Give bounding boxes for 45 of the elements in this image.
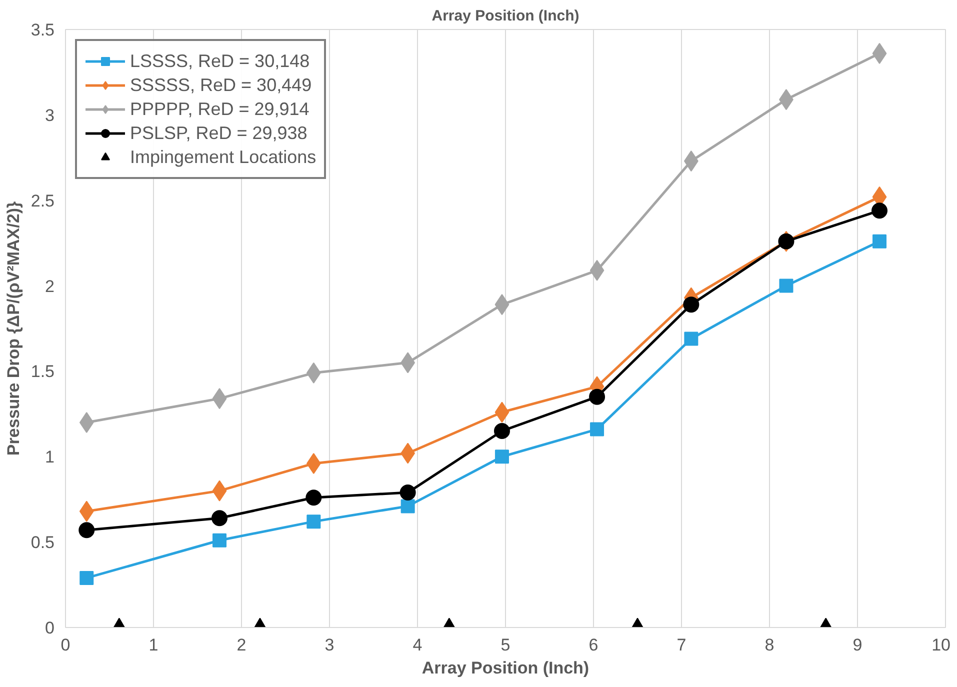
point [779, 278, 794, 293]
x-tick-label: 4 [412, 636, 422, 654]
chart-title: Array Position (Inch) [432, 8, 580, 24]
x-tick-label: 10 [932, 636, 951, 654]
point [590, 422, 604, 436]
x-tick-label: 6 [588, 636, 598, 654]
x-tick-label: 2 [236, 636, 246, 654]
y-tick-label: 3 [45, 106, 55, 125]
point [400, 484, 416, 501]
y-tick-label: 1 [45, 448, 55, 467]
legend-label: PPPPP, ReD = 29,914 [130, 98, 310, 120]
y-tick-label: 2.5 [30, 191, 55, 210]
point [78, 522, 95, 538]
legend-label: LSSSS, ReD = 30,148 [130, 50, 310, 72]
x-tick-label: 1 [148, 636, 158, 654]
point [684, 332, 698, 346]
y-tick-label: 2 [45, 276, 55, 296]
point [589, 388, 606, 405]
x-tick-label: 3 [324, 636, 334, 654]
y-tick-label: 0 [45, 618, 55, 638]
point [306, 514, 321, 529]
x-tick-label: 8 [764, 636, 774, 654]
y-tick-label: 3.5 [30, 20, 55, 40]
x-tick-label: 0 [60, 636, 70, 654]
point [212, 533, 226, 548]
x-tick-label: 9 [852, 636, 862, 654]
point [494, 450, 509, 464]
point [306, 490, 322, 506]
y-tick-label: 0.5 [30, 533, 55, 552]
legend-label: Impingement Locations [130, 146, 316, 169]
point [400, 499, 415, 514]
point [494, 423, 510, 439]
point [872, 234, 886, 248]
x-tick-label: 7 [676, 636, 686, 654]
y-tick-label: 1.5 [30, 362, 55, 382]
y-axis-title: Pressure Drop {ΔP/(ρV²MAX/2)} [4, 201, 23, 456]
x-tick-label: 5 [500, 636, 510, 654]
point [778, 233, 794, 250]
point [212, 510, 228, 526]
x-axis-title: Array Position (Inch) [422, 658, 590, 678]
point [872, 202, 888, 219]
legend-label: SSSSS, ReD = 30,449 [130, 74, 312, 96]
point [80, 570, 94, 585]
point [683, 296, 700, 313]
legend-label: PSLSP, ReD = 29,938 [130, 122, 308, 144]
